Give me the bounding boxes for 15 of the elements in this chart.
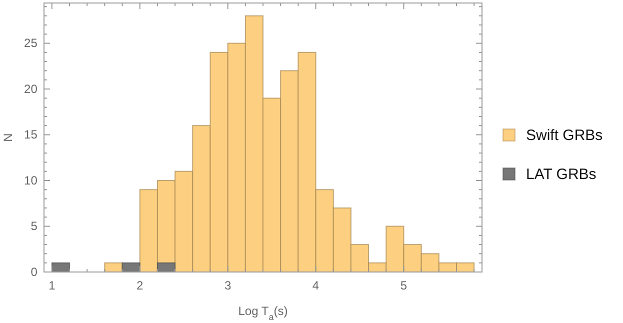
y-tick-label: 5 bbox=[30, 219, 38, 234]
y-tick-label: 15 bbox=[24, 128, 38, 142]
x-tick-label: 3 bbox=[224, 278, 232, 292]
x-tick-label: 1 bbox=[48, 278, 56, 292]
y-tick-label: 10 bbox=[24, 173, 38, 188]
x-tick-label: 2 bbox=[136, 278, 144, 292]
y-axis-title: N bbox=[1, 133, 15, 142]
y-tick-label: 20 bbox=[24, 82, 38, 96]
y-tick-label: 0 bbox=[30, 264, 38, 279]
x-tick-label: 5 bbox=[400, 278, 408, 292]
legend-label: LAT GRBs bbox=[526, 166, 596, 183]
legend-label: Swift GRBs bbox=[526, 127, 603, 144]
x-tick-label: 4 bbox=[312, 278, 320, 292]
x-axis-title: Log T$_{a}$(s) bbox=[238, 304, 288, 322]
y-tick-label: 25 bbox=[24, 36, 38, 50]
